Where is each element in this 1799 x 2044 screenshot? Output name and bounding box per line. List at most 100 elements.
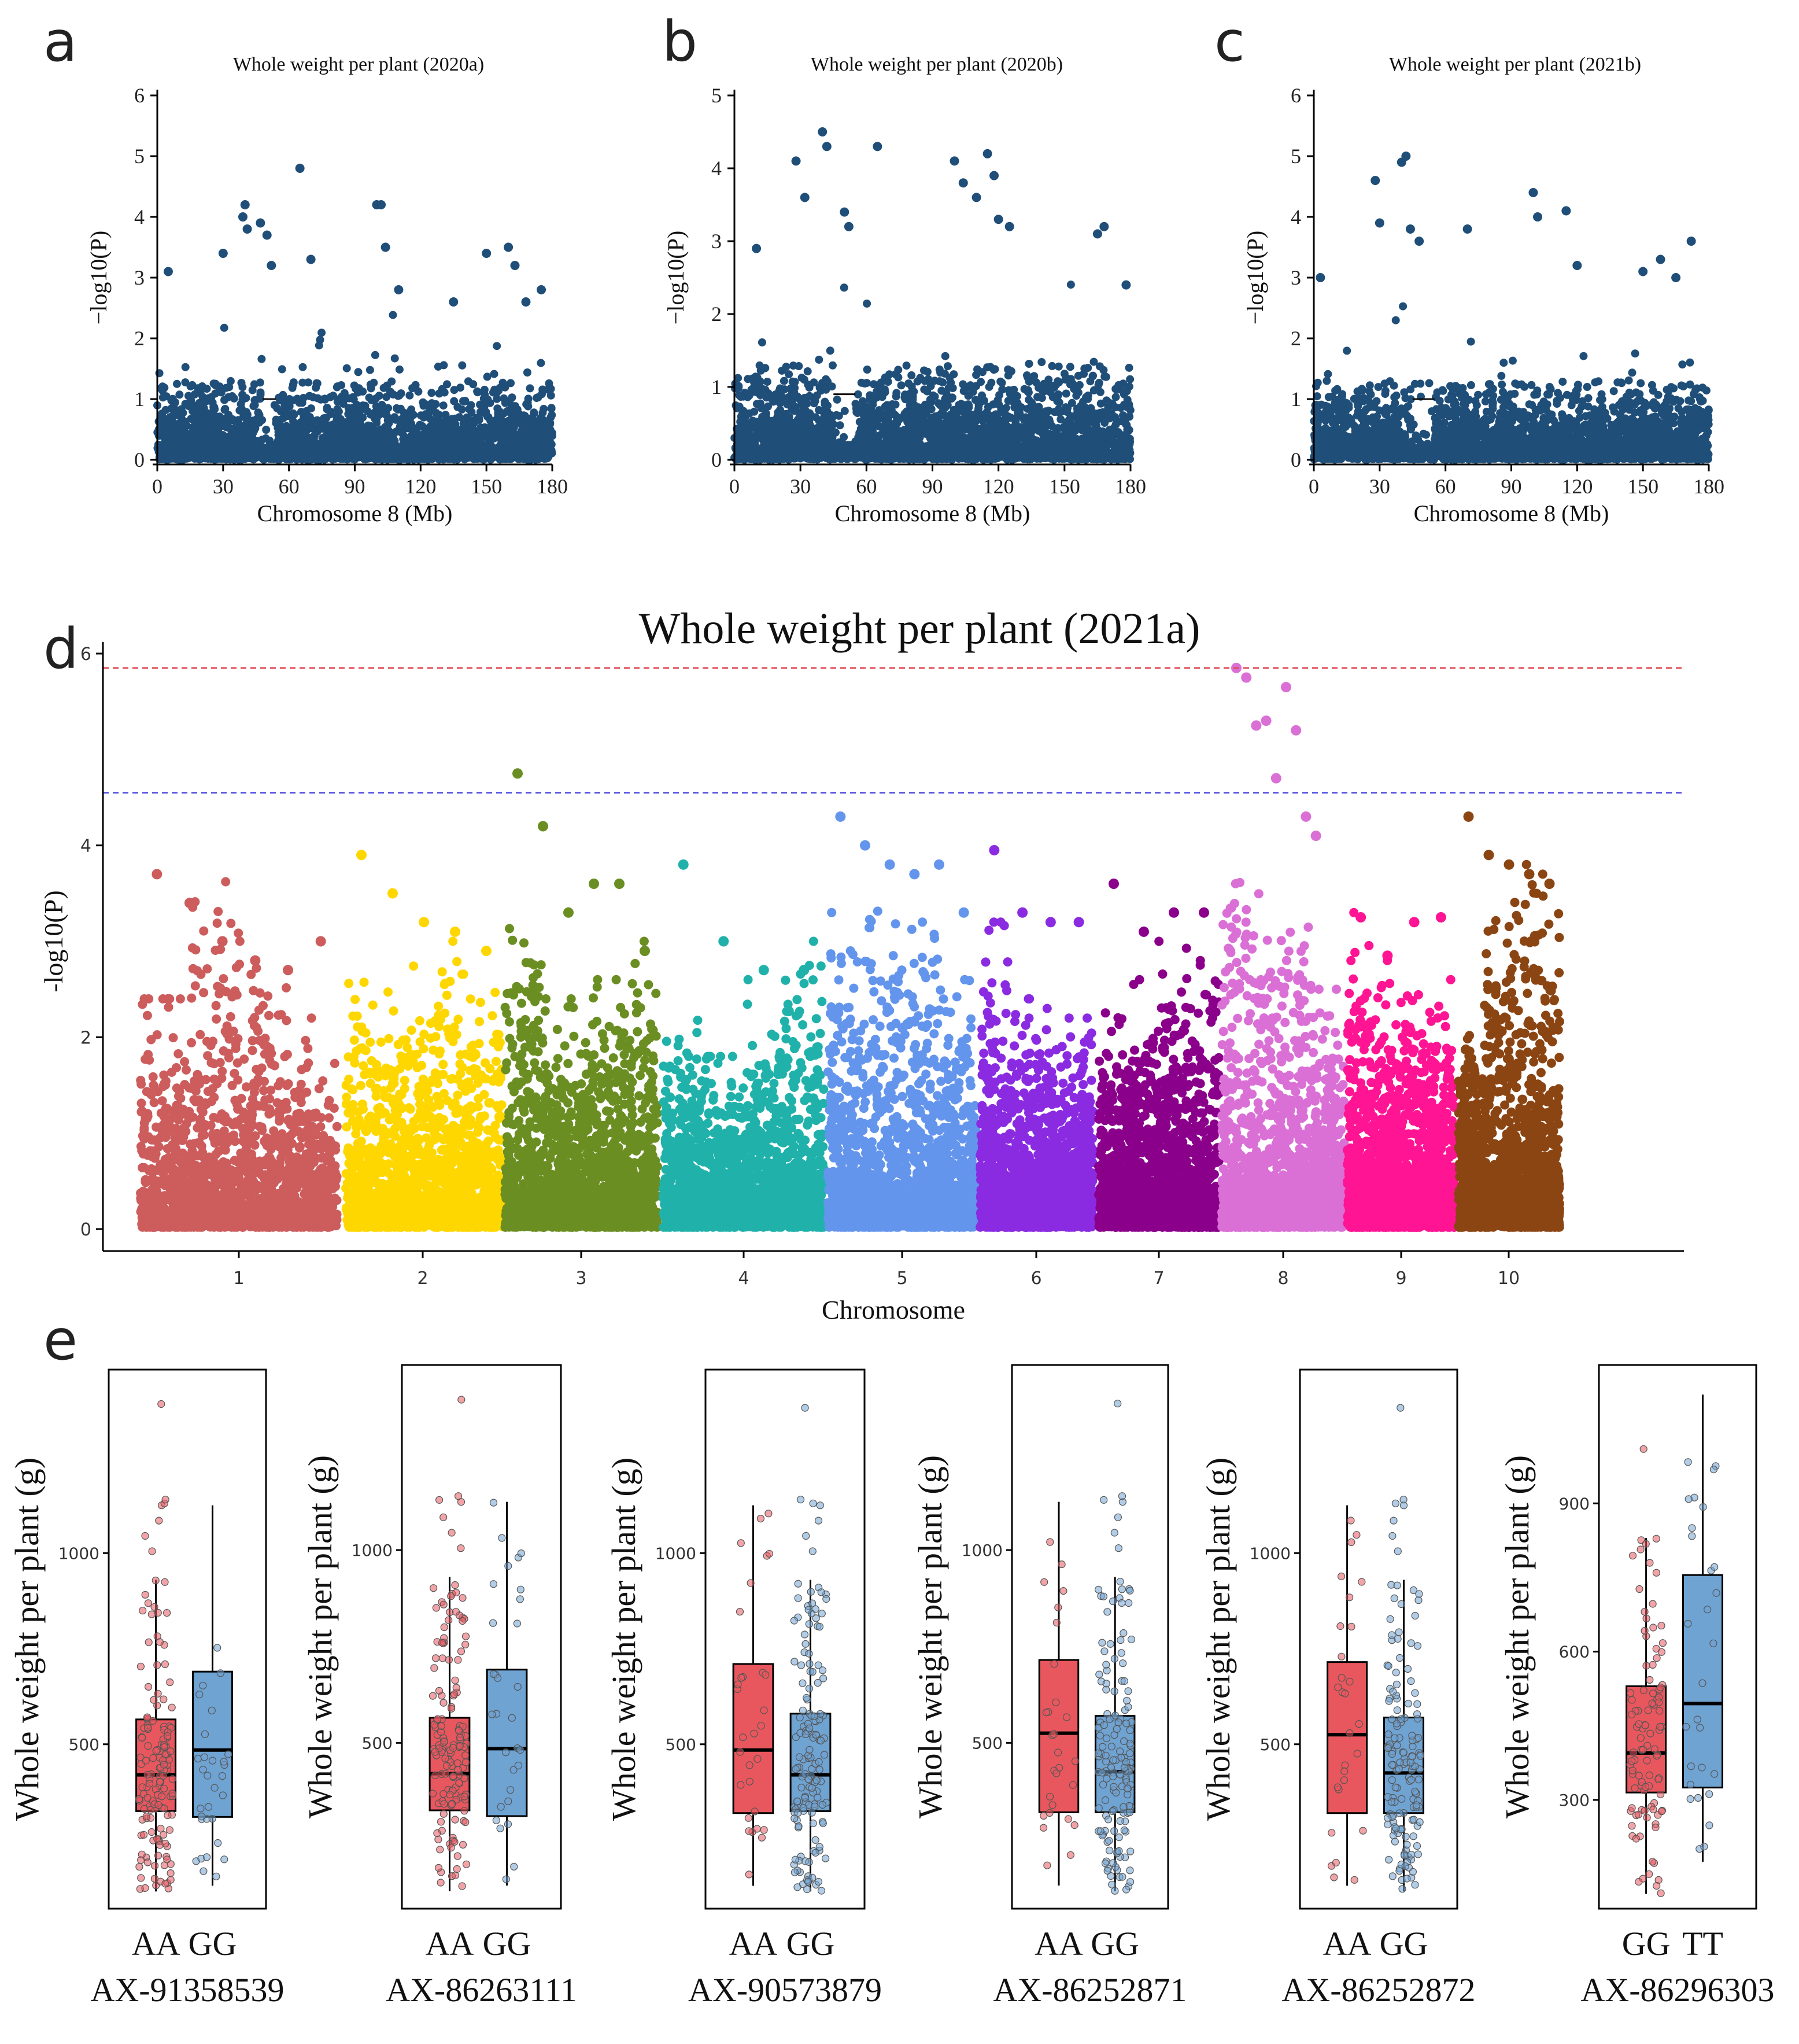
x-tick-label: 120 [405, 475, 436, 498]
snp-point [352, 445, 360, 453]
snp-point [364, 444, 373, 452]
snp-point [300, 413, 308, 422]
snp-point [530, 408, 538, 417]
snp-point [257, 441, 265, 450]
snp-point [316, 335, 324, 344]
peak-point [504, 242, 514, 252]
snp-point [356, 419, 365, 428]
snp-point [439, 401, 448, 410]
snp-point [198, 393, 207, 401]
peak-point [238, 212, 247, 222]
snp-point [342, 394, 351, 403]
snp-point [390, 354, 399, 363]
snp-point [297, 452, 306, 460]
x-axis-label: Chromosome 8 (Mb) [257, 500, 453, 526]
x-tick-label: 90 [345, 475, 365, 498]
snp-point [450, 397, 459, 405]
snp-point [1083, 427, 1091, 436]
snp-point [780, 377, 788, 385]
snp-point [904, 379, 913, 388]
snp-point [373, 441, 382, 450]
snp-point [317, 329, 326, 337]
snp-point [788, 377, 797, 386]
x-tick-label: 150 [471, 475, 502, 498]
snp-point [977, 394, 985, 403]
snp-point [1104, 398, 1113, 407]
snp-point [508, 393, 516, 402]
snp-point [450, 386, 459, 394]
snp-point [537, 359, 545, 367]
snp-point [380, 442, 389, 451]
snp-point [1064, 422, 1073, 431]
snp-point [429, 401, 438, 409]
snp-point [959, 408, 967, 416]
snp-point [332, 437, 340, 446]
snp-point [963, 414, 972, 423]
snp-point [249, 450, 257, 458]
snp-point [181, 363, 190, 371]
snp-point [815, 355, 823, 364]
snp-point [366, 410, 375, 419]
snp-point [313, 394, 322, 403]
snp-point [154, 440, 162, 449]
snp-point [744, 392, 753, 400]
snp-point [926, 404, 934, 412]
snp-point [205, 454, 214, 463]
snp-point [371, 394, 380, 403]
snp-point [341, 435, 349, 444]
snp-point [892, 389, 901, 397]
snp-point [1060, 370, 1069, 378]
snp-point [416, 454, 425, 463]
snp-point [526, 384, 534, 393]
snp-point [829, 361, 837, 370]
snp-point [863, 299, 871, 308]
peak-point [376, 200, 386, 209]
snp-point [836, 421, 844, 430]
panel-a-title: Whole weight per plant (2020a) [233, 54, 484, 75]
snp-point [388, 449, 396, 457]
snp-point [278, 447, 287, 456]
y-tick-label: 1 [134, 388, 145, 411]
snp-point [1111, 420, 1120, 429]
panel-letter-b: b [662, 9, 697, 74]
snp-point [1062, 405, 1071, 414]
y-axis-label: −log10(P) [86, 231, 112, 325]
snp-point [810, 378, 818, 387]
snp-point [531, 453, 540, 462]
snp-point [220, 405, 229, 414]
snp-point [881, 373, 889, 382]
snp-point [493, 394, 501, 403]
snp-point [191, 405, 200, 414]
snp-point [483, 425, 492, 433]
snp-point [546, 385, 555, 393]
snp-point [342, 449, 350, 457]
snp-point [1056, 453, 1065, 462]
snp-point [382, 393, 391, 401]
snp-point [1014, 409, 1022, 418]
snp-point [320, 414, 328, 423]
snp-point [1032, 378, 1040, 386]
snp-point [513, 405, 522, 414]
peak-point [256, 218, 265, 228]
snp-point [313, 379, 322, 388]
snp-point [274, 428, 283, 437]
snp-point [356, 431, 365, 440]
snp-point [505, 455, 514, 463]
snp-point [469, 380, 478, 389]
peak-point [381, 242, 390, 252]
snp-point [524, 440, 533, 448]
snp-point [247, 427, 256, 436]
snp-point [279, 390, 287, 399]
snp-point [198, 382, 206, 390]
snp-point [1126, 375, 1135, 383]
snp-point [451, 430, 460, 439]
snp-point [405, 391, 414, 400]
snp-point [1066, 363, 1074, 371]
snp-point [1080, 364, 1089, 373]
snp-point [408, 431, 417, 440]
snp-point [1025, 396, 1033, 404]
snp-point [354, 368, 363, 377]
snp-point [734, 383, 743, 392]
snp-point [328, 455, 337, 464]
snp-point [509, 414, 518, 423]
